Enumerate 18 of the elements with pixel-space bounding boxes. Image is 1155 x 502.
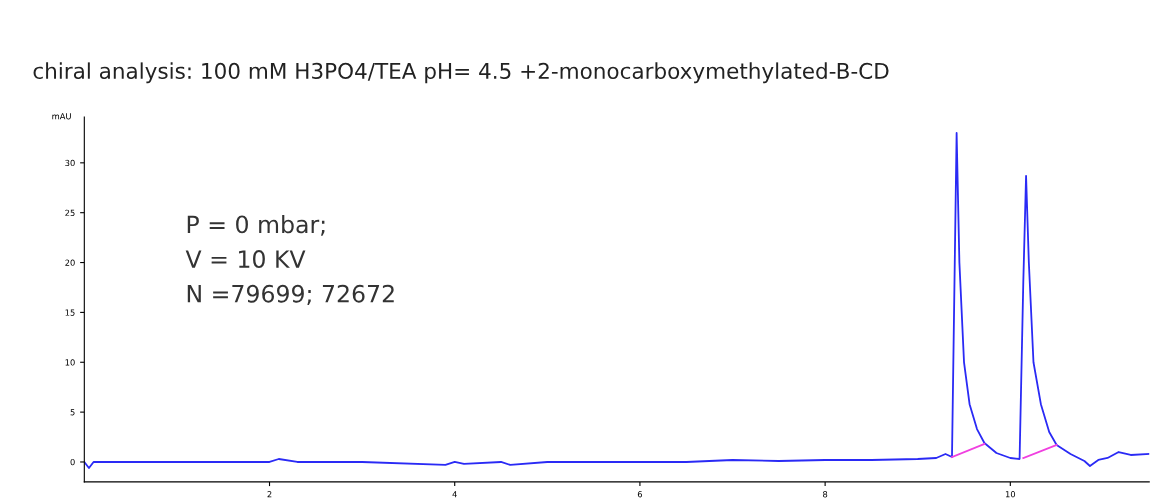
y-tick-label: 15 <box>65 309 75 316</box>
y-tick-label: 5 <box>70 409 75 416</box>
x-tick-label: 4 <box>452 491 457 498</box>
y-tick-label: 25 <box>65 209 75 216</box>
y-tick-label: 20 <box>65 259 75 266</box>
line-series <box>84 132 1150 469</box>
annotation: N =79699; 72672 <box>187 284 394 306</box>
x-tick-label: 10 <box>1005 491 1016 498</box>
y-tick-label: 10 <box>65 359 75 366</box>
y-tick-label: 30 <box>65 159 75 167</box>
x-tick-label: 2 <box>267 491 272 498</box>
y-tick-label: 0 <box>70 458 75 466</box>
x-tick-label: 8 <box>823 491 828 498</box>
x-tick-label: 6 <box>637 491 643 498</box>
y-axis-title: mAU <box>52 113 71 120</box>
annotation: P = 0 mbar; <box>187 215 325 236</box>
chart-title: chiral analysis: 100 mM H3PO4/TEA pH= 4.5 +2-monocarboxymethylated-B-CD <box>33 62 889 84</box>
annotation: V = 10 KV <box>185 250 306 268</box>
